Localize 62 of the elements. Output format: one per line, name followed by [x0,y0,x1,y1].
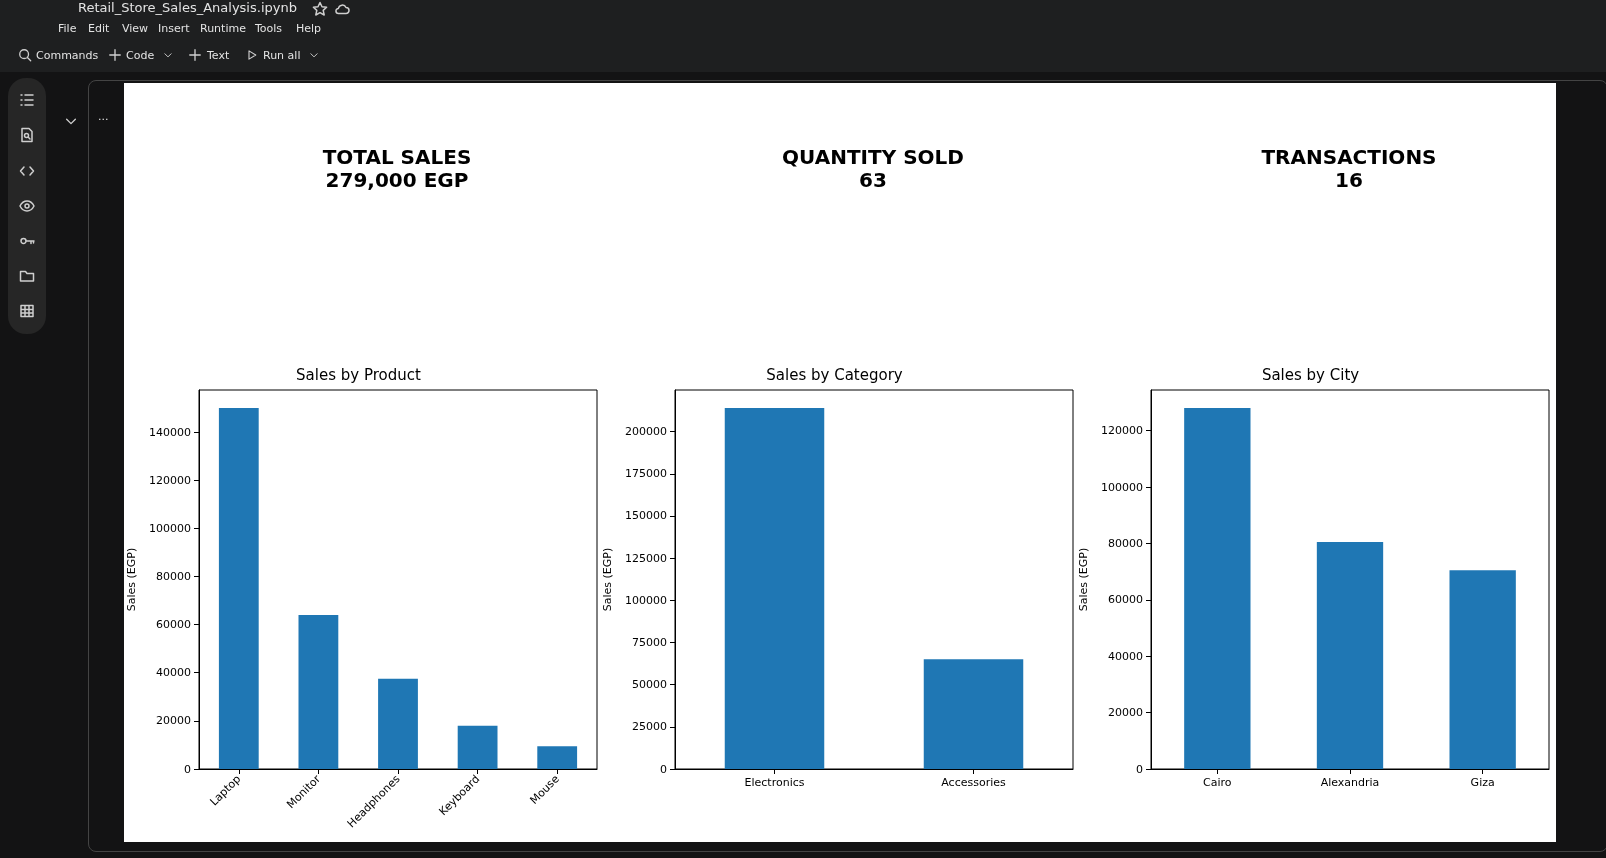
text: Edit [88,22,110,35]
y-tick-label: 120000 [1101,424,1143,438]
x-tick-label: Cairo [1203,776,1232,789]
y-tick-label: 100000 [625,593,667,607]
y-tick-label: 60000 [1108,593,1143,607]
text: Retail_Store_Sales_Analysis.ipynb [78,0,297,15]
y-tick-label: 40000 [156,666,191,680]
y-tick-label: 140000 [149,425,191,439]
text: Help [296,22,322,35]
text: ... [98,110,109,123]
y-axis-title: Sales (EGP) [1077,547,1090,612]
y-tick-label: 175000 [625,467,667,481]
text: Run all [263,49,301,62]
y-tick-label: 0 [660,762,667,776]
bar [298,614,339,769]
chart-title: Sales by Product [296,365,422,384]
y-tick-label: 120000 [149,473,191,487]
y-tick-label: 25000 [632,720,667,734]
x-tick-label: Alexandria [1320,776,1380,789]
y-tick-label: 100000 [1101,480,1143,494]
y-tick-label: 60000 [156,618,191,632]
bar [1184,408,1251,769]
y-tick-label: 0 [184,762,191,776]
text: TRANSACTIONS [1260,145,1438,169]
text: 16 [1334,168,1364,192]
y-tick-label: 0 [1136,762,1143,776]
text: Insert [158,22,190,35]
y-tick-label: 20000 [1108,706,1143,720]
chart-title: Sales by Category [766,365,903,384]
text: 63 [858,168,888,192]
text: Commands [36,49,99,62]
text: QUANTITY SOLD [781,145,965,169]
text: Code [126,49,155,62]
chart-title: Sales by City [1261,365,1360,384]
y-tick-label: 75000 [632,636,667,649]
x-tick-label: Giza [1470,776,1495,789]
x-tick-label: Accessories [941,776,1006,789]
bar [218,408,259,769]
y-tick-label: 50000 [632,678,667,692]
bar [1449,570,1516,769]
text: Tools [255,22,283,35]
y-axis-title: Sales (EGP) [125,547,138,612]
bar [457,725,498,769]
text: Runtime [200,22,246,35]
bar [378,678,418,769]
bar [1316,541,1384,769]
y-tick-label: 40000 [1108,649,1143,663]
y-tick-label: 150000 [625,509,667,523]
y-tick-label: 80000 [1108,536,1143,550]
text: File [58,22,77,35]
bar [537,746,578,769]
text: TOTAL SALES [321,145,473,169]
y-tick-label: 80000 [156,569,191,583]
y-tick-label: 20000 [156,714,191,728]
y-tick-label: 125000 [625,551,667,565]
text: Text [207,49,230,62]
y-axis-title: Sales (EGP) [601,547,614,612]
x-tick-label: Electronics [744,776,805,789]
text: 279,000 EGP [324,168,470,192]
y-tick-label: 100000 [149,521,191,535]
y-tick-label: 200000 [625,425,667,439]
text: View [122,22,149,35]
